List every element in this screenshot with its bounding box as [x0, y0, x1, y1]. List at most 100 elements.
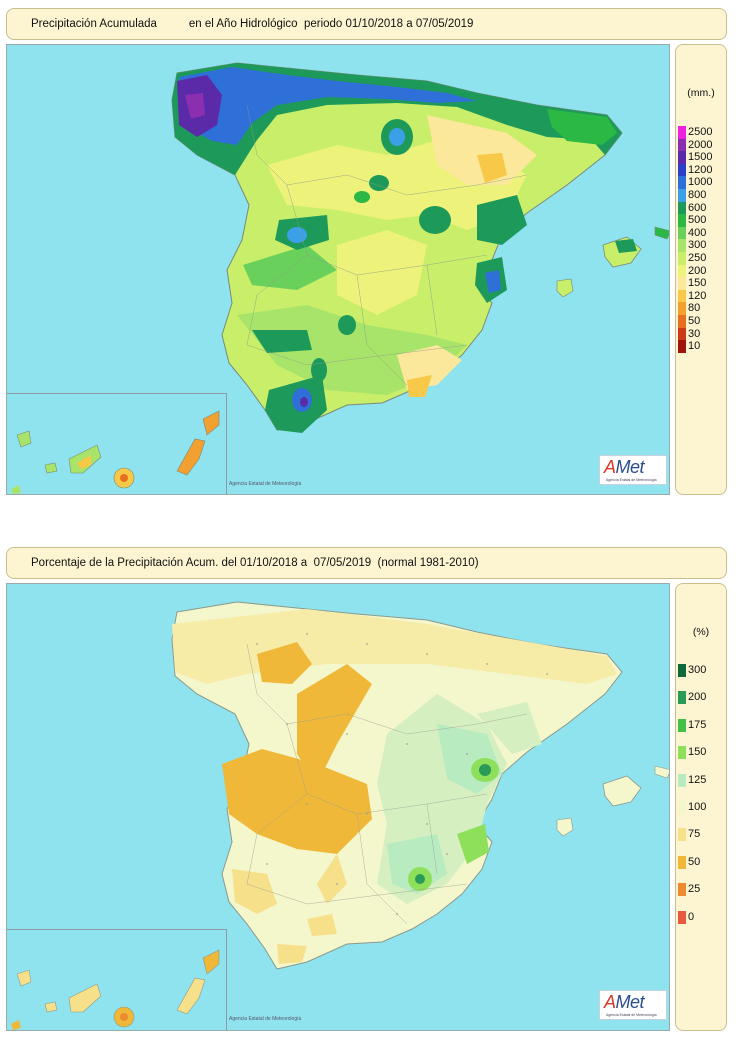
- map2-panel: Agencia Estatal de Meteorología AMet Age…: [6, 583, 670, 1031]
- map1-canary-inset-frame: [7, 393, 227, 494]
- map1-legend-row: 800: [676, 189, 728, 202]
- map2-legend-label: 150: [688, 746, 707, 759]
- map2-legend-label: 100: [688, 801, 707, 813]
- map1-legend-swatch: [678, 214, 686, 228]
- map1-legend-label: 1500: [688, 151, 713, 164]
- map2-balearic-islands: [602, 775, 642, 807]
- map2-legend-label: 75: [688, 828, 701, 841]
- map1-legend-label: 120: [688, 289, 707, 302]
- map2-legend-row: 150: [676, 746, 728, 760]
- map1-legend-label: 80: [688, 302, 701, 315]
- map2-canary-inset-frame: [7, 929, 227, 1030]
- map2-canary-islands: [11, 949, 220, 1030]
- map2-legend-row: 200: [676, 691, 728, 705]
- map2-legend-row: 50: [676, 855, 728, 869]
- map1-legend-row: 80: [676, 302, 728, 316]
- map2-logo-subtitle: Agencia Estatal de Meteorología: [606, 1013, 657, 1017]
- map1-precipitation-map: [11, 62, 669, 494]
- map2-legend-label: 0: [688, 910, 695, 923]
- map1-legend-swatch: [678, 226, 686, 240]
- map1-legend-swatch: [678, 176, 686, 190]
- map2-legend-swatch: [678, 855, 686, 869]
- map2-aemet-logo: AMet Agencia Estatal de Meteorología: [599, 990, 667, 1020]
- map2-legend-label: 125: [688, 773, 707, 786]
- map1-legend-row: 10: [676, 340, 728, 354]
- map2-legend-label: 50: [688, 855, 701, 868]
- map1-legend-label: 2000: [688, 138, 713, 151]
- map1-legend-row: 300: [676, 239, 728, 253]
- map1-title: Precipitación Acumulada en el Año Hidrol…: [31, 18, 474, 30]
- map2-credit: Agencia Estatal de Meteorología: [229, 1016, 302, 1022]
- map2-legend-swatch: [678, 773, 686, 787]
- map2-legend-swatch: [678, 801, 686, 814]
- map2-legend-swatch: [678, 910, 686, 924]
- map2-legend-label: 200: [688, 691, 707, 704]
- map2-legend-swatch: [678, 828, 686, 842]
- map2-legend-row: 25: [676, 883, 728, 897]
- map2-legend-unit: (%): [692, 626, 710, 638]
- map1-legend-label: 2500: [688, 126, 713, 138]
- map1-legend-label: 300: [688, 239, 707, 252]
- map1-legend-label: 1000: [688, 176, 713, 189]
- map2-legend-swatch: [678, 691, 686, 705]
- map1-canary-islands: [11, 410, 220, 494]
- map1-legend-row: 120: [676, 289, 728, 303]
- map1-legend-swatch: [678, 289, 686, 303]
- map1-legend-swatch: [678, 327, 686, 341]
- map1-legend-swatch: [678, 151, 686, 165]
- map1-legend-label: 50: [688, 315, 701, 327]
- map1-legend-row: 150: [676, 277, 728, 291]
- map2-legend-row: 125: [676, 773, 728, 787]
- map2-legend-swatch: [678, 746, 686, 760]
- map2-legend-label: 300: [688, 664, 707, 676]
- map1-legend-label: 200: [688, 264, 707, 277]
- map2-legend-row: 0: [676, 910, 728, 924]
- map1-logo-wordmark: AMet: [604, 457, 645, 477]
- map2-legend-panel: (%) 300 200 175 150 125 100 75 50 25 0: [675, 583, 727, 1031]
- map1-legend-unit: (mm.): [687, 87, 715, 99]
- map1-legend-label: 30: [688, 327, 701, 340]
- map2-legend-label: 175: [688, 718, 707, 731]
- map1-legend-row: 250: [676, 252, 728, 265]
- map2-legend-row: 75: [676, 828, 728, 842]
- map1-legend-row: 30: [676, 327, 728, 341]
- map1-legend-row: 200: [676, 264, 728, 278]
- map1-legend-panel: (mm.) 2500 2000 1500 1200 1000 800 600 500 400 30…: [675, 44, 727, 495]
- map1-legend-row: 600: [676, 201, 728, 215]
- map2-legend-swatch: [678, 883, 686, 897]
- map1-title-bar: Precipitación Acumulada en el Año Hidrol…: [6, 8, 727, 40]
- map1-legend-label: 600: [688, 201, 707, 214]
- map1-legend-label: 500: [688, 214, 707, 227]
- map1-legend-swatch: [678, 239, 686, 253]
- map1-legend-row: 50: [676, 315, 728, 328]
- map2-legend-row: 175: [676, 718, 728, 732]
- map1-legend-row: 400: [676, 226, 728, 240]
- map1-legend-swatch: [678, 264, 686, 278]
- map1-logo-subtitle: Agencia Estatal de Meteorología: [606, 478, 657, 482]
- map1-legend-label: 150: [688, 277, 707, 290]
- map1-legend-swatch: [678, 340, 686, 354]
- map1-panel: Agencia Estatal de Meteorología AMet Age…: [6, 44, 670, 495]
- map1-legend-label: 1200: [688, 163, 713, 176]
- map2-legend-label: 25: [688, 883, 701, 896]
- map1-legend-row: 2500: [676, 126, 728, 139]
- map1-credit: Agencia Estatal de Meteorología: [229, 481, 302, 487]
- map2-title-bar: Porcentaje de la Precipitación Acum. del…: [6, 547, 727, 579]
- map1-legend-label: 800: [688, 189, 707, 201]
- map1-legend-label: 250: [688, 252, 707, 264]
- map2-title: Porcentaje de la Precipitación Acum. del…: [31, 557, 479, 569]
- map1-legend-swatch: [678, 252, 686, 265]
- map1-legend-swatch: [678, 163, 686, 177]
- map1-legend-swatch: [678, 315, 686, 328]
- map1-legend-label: 10: [688, 340, 701, 353]
- map1-legend-swatch: [678, 126, 686, 139]
- map1-legend-row: 2000: [676, 138, 728, 152]
- map1-legend-label: 400: [688, 226, 707, 239]
- map2-legend-row: 300: [676, 664, 728, 677]
- map1-legend-swatch: [678, 189, 686, 202]
- map2-legend-row: 100: [676, 801, 728, 814]
- map1-legend-swatch: [678, 201, 686, 215]
- map1-legend-row: 1200: [676, 163, 728, 177]
- map1-legend-row: 1500: [676, 151, 728, 165]
- map2-legend-swatch: [678, 718, 686, 732]
